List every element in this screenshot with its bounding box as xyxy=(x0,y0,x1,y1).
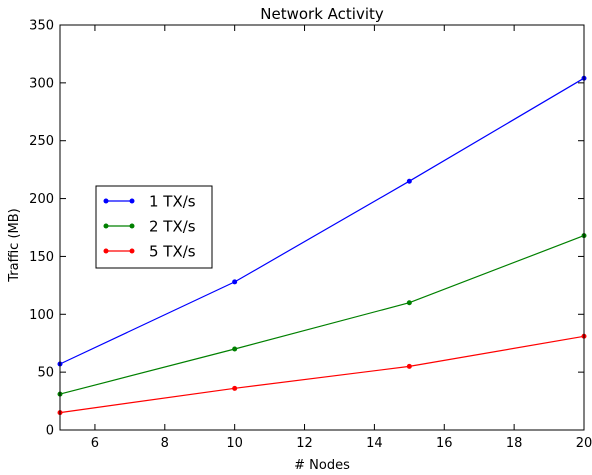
data-point xyxy=(232,346,238,352)
legend-label: 2 TX/s xyxy=(149,218,196,236)
series-layer xyxy=(57,75,587,416)
x-tick-label: 20 xyxy=(576,436,592,451)
x-tick-label: 6 xyxy=(91,436,99,451)
y-tick-label: 350 xyxy=(29,19,54,34)
legend-label: 5 TX/s xyxy=(149,243,196,261)
data-point xyxy=(406,363,412,369)
x-tick-label: 10 xyxy=(226,436,243,451)
data-point xyxy=(406,178,412,184)
legend-marker xyxy=(129,248,135,254)
plot-frame xyxy=(59,24,585,431)
y-tick-label: 100 xyxy=(29,308,54,323)
legend: 1 TX/s 2 TX/s 5 TX/s xyxy=(95,185,213,269)
x-tick-label: 12 xyxy=(296,436,313,451)
legend-marker xyxy=(103,223,109,229)
series-line-2 xyxy=(59,235,585,395)
legend-box xyxy=(95,185,213,269)
legend-label: 1 TX/s xyxy=(149,193,196,211)
data-point xyxy=(232,385,238,391)
legend-marker xyxy=(129,198,135,204)
series-line-1 xyxy=(59,77,585,365)
y-tick-label: 300 xyxy=(29,76,54,91)
series-line-3 xyxy=(59,335,585,414)
y-tick-label: 50 xyxy=(37,366,54,381)
chart-title: Network Activity xyxy=(260,5,384,23)
legend-marker xyxy=(103,198,109,204)
x-tick-label: 18 xyxy=(506,436,523,451)
x-tick-label: 14 xyxy=(366,436,383,451)
y-axis-label: Traffic (MB) xyxy=(7,208,22,282)
y-tick-label: 150 xyxy=(29,250,54,265)
data-point xyxy=(232,279,238,285)
y-tick-label: 0 xyxy=(46,424,54,439)
y-tick-label: 200 xyxy=(29,192,54,207)
x-axis-label: # Nodes xyxy=(294,458,350,473)
x-tick-label: 8 xyxy=(161,436,169,451)
y-tick-label: 250 xyxy=(29,134,54,149)
data-point xyxy=(406,300,412,306)
x-tick-label: 16 xyxy=(436,436,453,451)
legend-marker xyxy=(129,223,135,229)
legend-marker xyxy=(103,248,109,254)
